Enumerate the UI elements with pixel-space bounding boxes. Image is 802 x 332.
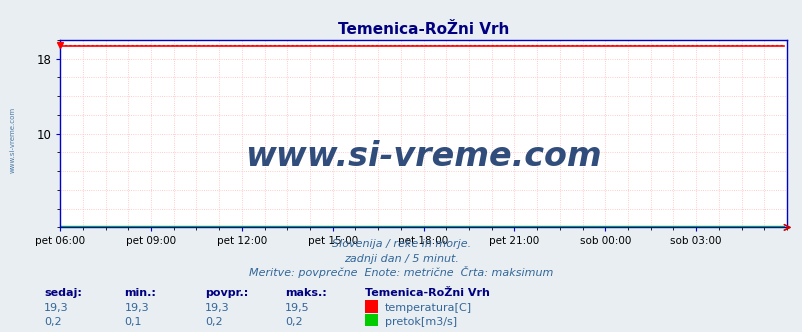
Text: Slovenija / reke in morje.: Slovenija / reke in morje.: [331, 239, 471, 249]
Text: 0,1: 0,1: [124, 317, 142, 327]
Text: pretok[m3/s]: pretok[m3/s]: [384, 317, 456, 327]
Text: Temenica-RoŽni Vrh: Temenica-RoŽni Vrh: [365, 288, 490, 298]
Text: 0,2: 0,2: [285, 317, 302, 327]
Text: maks.:: maks.:: [285, 288, 326, 298]
Text: povpr.:: povpr.:: [205, 288, 248, 298]
Text: Meritve: povprečne  Enote: metrične  Črta: maksimum: Meritve: povprečne Enote: metrične Črta:…: [249, 266, 553, 278]
Text: zadnji dan / 5 minut.: zadnji dan / 5 minut.: [343, 254, 459, 264]
Title: Temenica-RoŽni Vrh: Temenica-RoŽni Vrh: [338, 22, 508, 37]
Text: 0,2: 0,2: [205, 317, 222, 327]
Text: 19,3: 19,3: [124, 303, 149, 313]
Text: www.si-vreme.com: www.si-vreme.com: [10, 106, 15, 173]
Text: 19,3: 19,3: [205, 303, 229, 313]
Text: www.si-vreme.com: www.si-vreme.com: [245, 140, 602, 173]
Text: 0,2: 0,2: [44, 317, 62, 327]
Text: 19,3: 19,3: [44, 303, 69, 313]
Text: temperatura[C]: temperatura[C]: [384, 303, 471, 313]
Text: sedaj:: sedaj:: [44, 288, 82, 298]
Text: 19,5: 19,5: [285, 303, 310, 313]
Text: min.:: min.:: [124, 288, 156, 298]
